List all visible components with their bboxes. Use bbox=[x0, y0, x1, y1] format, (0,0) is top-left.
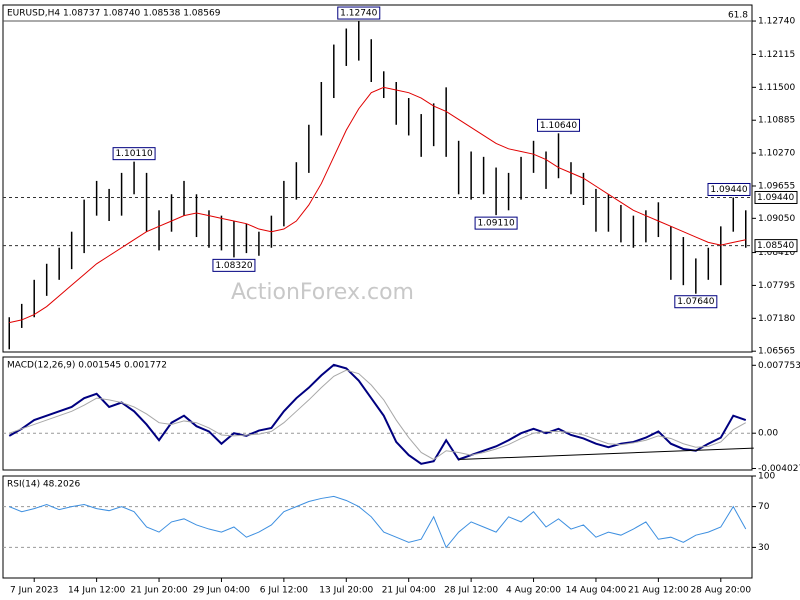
x-tick-label: 21 Aug 12:00 bbox=[628, 586, 689, 596]
x-tick-label: 29 Jun 04:00 bbox=[193, 586, 250, 596]
x-tick-label: 4 Aug 20:00 bbox=[506, 586, 561, 596]
price-annotation-box bbox=[212, 258, 256, 272]
level-box bbox=[754, 190, 798, 204]
indicator-line bbox=[8, 363, 747, 465]
x-tick-label: 6 Jul 12:00 bbox=[260, 586, 309, 596]
pane-frame bbox=[2, 356, 753, 471]
price-annotation: 1.09110 bbox=[477, 219, 514, 229]
indicator-line bbox=[9, 369, 747, 461]
price-annotation-box bbox=[474, 216, 518, 230]
x-tick-label: 7 Jun 2023 bbox=[10, 586, 58, 596]
price-annotation: 1.09440 bbox=[710, 185, 747, 195]
y-tick-label: 1.10270 bbox=[758, 149, 795, 159]
trendline bbox=[458, 447, 754, 460]
watermark: ActionForex.com bbox=[231, 280, 414, 305]
y-tick-label: 1.07795 bbox=[758, 281, 795, 291]
pane-title: RSI(14) 48.2026 bbox=[7, 480, 80, 490]
y-tick-label: 0.007753 bbox=[758, 361, 800, 371]
price-annotation-box bbox=[707, 182, 751, 196]
price-annotation-box bbox=[337, 6, 381, 20]
y-tick-label: 1.10885 bbox=[758, 116, 795, 126]
y-tick-label: 1.12115 bbox=[758, 50, 795, 60]
pane-frame bbox=[2, 475, 753, 579]
price-annotation-box bbox=[674, 295, 718, 309]
x-tick-label: 28 Jul 12:00 bbox=[444, 586, 498, 596]
level-label: 1.09440 bbox=[757, 193, 794, 203]
y-tick-label: 30 bbox=[758, 543, 770, 553]
y-tick-label: -0.004027 bbox=[758, 464, 800, 474]
x-tick-label: 21 Jun 20:00 bbox=[130, 586, 187, 596]
x-tick-label: 28 Aug 20:00 bbox=[690, 586, 751, 596]
price-annotation: 1.08320 bbox=[215, 261, 252, 271]
fib-label: 61.8 bbox=[728, 11, 748, 21]
price-annotation: 1.10110 bbox=[115, 149, 152, 159]
indicator-line bbox=[9, 495, 747, 549]
y-tick-label: 1.07180 bbox=[758, 314, 795, 324]
y-tick-label: 1.09050 bbox=[758, 214, 795, 224]
x-tick-label: 14 Jun 12:00 bbox=[68, 586, 125, 596]
price-annotation: 1.10640 bbox=[540, 121, 577, 131]
price-annotation: 1.12740 bbox=[340, 9, 377, 19]
y-tick-label: 1.08410 bbox=[758, 248, 795, 258]
level-box bbox=[754, 239, 798, 253]
moving-average bbox=[9, 86, 746, 324]
y-tick-label: 1.12740 bbox=[758, 17, 795, 27]
x-tick-label: 13 Jul 20:00 bbox=[319, 586, 373, 596]
price-annotation: 1.07640 bbox=[677, 297, 714, 307]
x-tick-label: 14 Aug 04:00 bbox=[566, 586, 627, 596]
pane-title: MACD(12,26,9) 0.001545 0.001772 bbox=[7, 361, 167, 371]
pane-frame bbox=[2, 4, 753, 353]
y-tick-label: 1.11500 bbox=[758, 83, 795, 93]
x-tick-label: 21 Jul 04:00 bbox=[382, 586, 436, 596]
price-annotation-box bbox=[537, 118, 581, 132]
level-label: 1.08540 bbox=[757, 241, 794, 251]
y-tick-label: 1.09655 bbox=[758, 181, 795, 191]
y-tick-label: 0.00 bbox=[758, 429, 778, 439]
y-tick-label: 1.06565 bbox=[758, 347, 795, 357]
pane-title: EURUSD,H4 1.08737 1.08740 1.08538 1.0856… bbox=[7, 9, 221, 19]
y-tick-label: 70 bbox=[758, 502, 770, 512]
y-tick-label: 100 bbox=[758, 472, 775, 482]
price-annotation-box bbox=[112, 147, 156, 161]
